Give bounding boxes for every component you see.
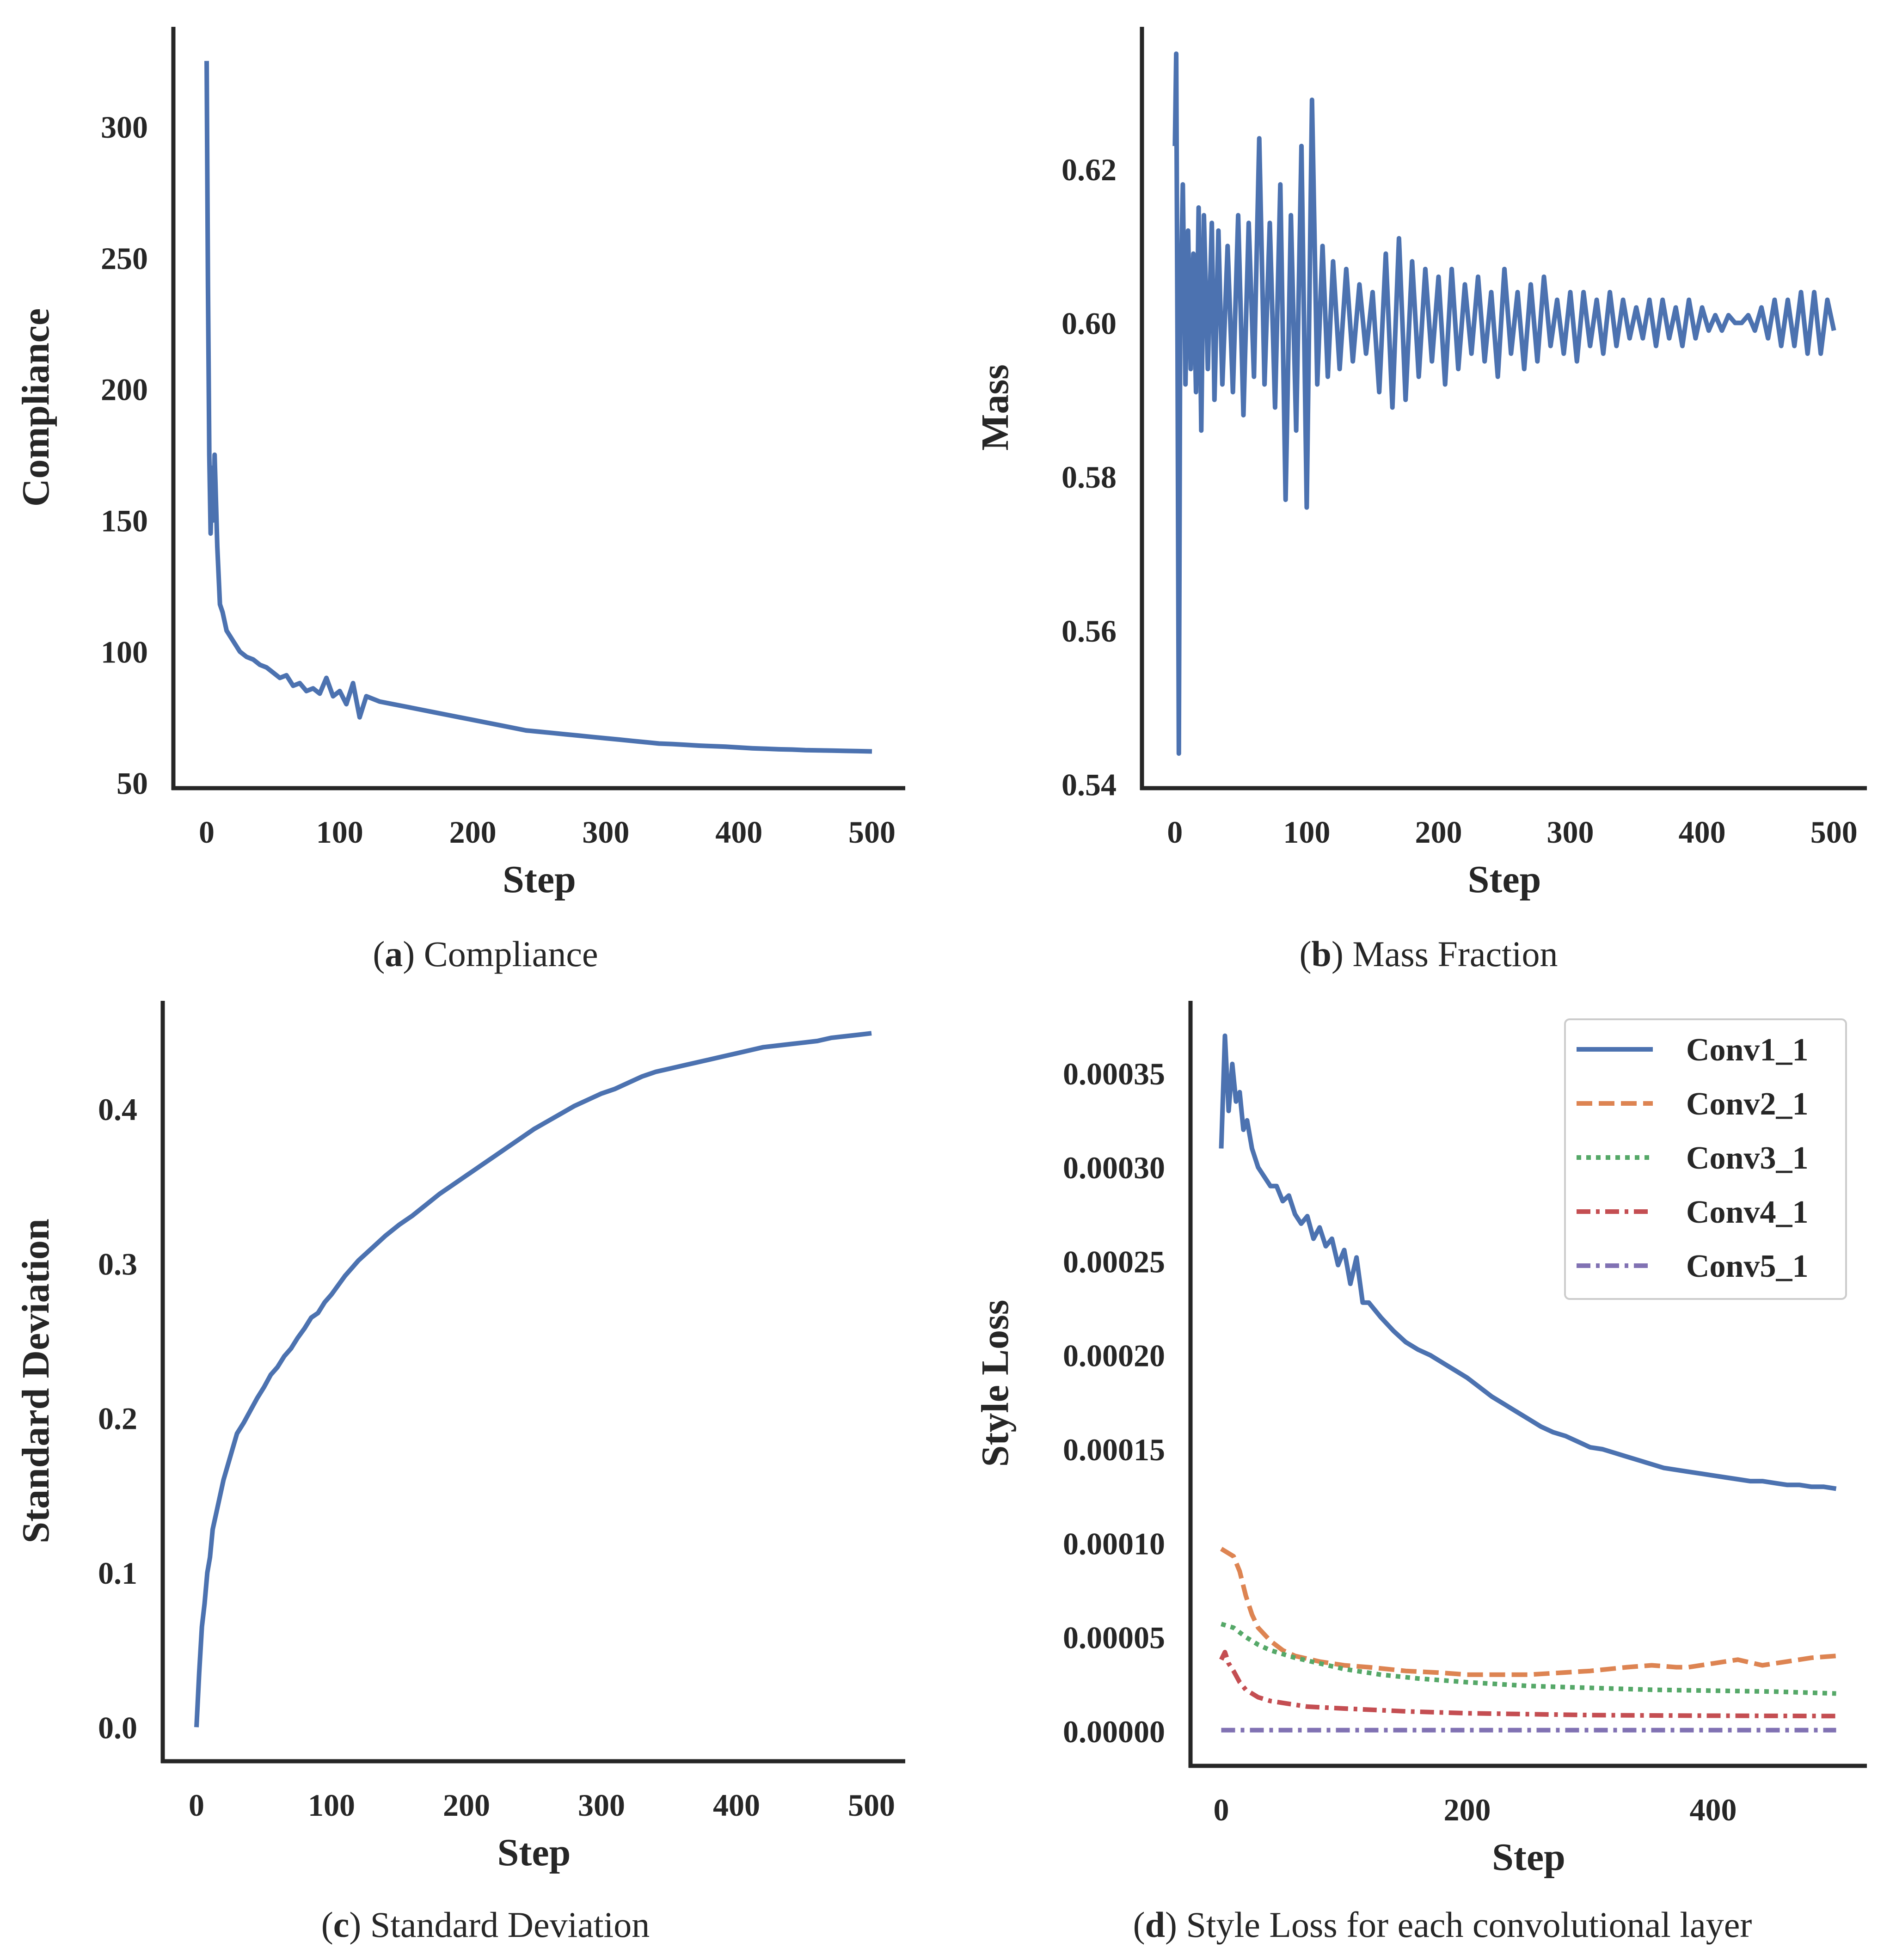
y-tick-label: 0.60 [1062,306,1117,341]
y-tick-label: 0.0 [98,1710,137,1745]
y-tick-label: 0.00015 [1063,1432,1165,1467]
y-tick-label: 0.00025 [1063,1244,1165,1279]
x-tick-label: 400 [715,815,762,850]
subfigure-caption: (c) Standard Deviation [321,1905,650,1945]
x-tick-label: 500 [848,1788,895,1823]
legend: Conv1_1 Conv2_1 Conv3_1 Conv4_1 Conv5_1 [1564,1018,1847,1300]
chart-panel-b: 0 100 200 300 400 500 0.54 0.56 0.58 0.60 0.62 Step… [974,27,1867,974]
y-tick-label: 0.56 [1062,613,1117,649]
y-tick-label: 100 [101,635,148,670]
legend-label: Conv4_1 [1686,1194,1808,1230]
x-tick-label: 400 [1690,1792,1737,1827]
x-tick-label: 100 [308,1788,355,1823]
chart-panel-a: 0 100 200 300 400 50050100150200250300StepCom… [14,27,905,974]
y-tick-label: 0.62 [1062,152,1117,187]
x-tick-label: 200 [1444,1792,1491,1827]
x-tick-label: 200 [449,815,497,850]
y-tick-label: 0.4 [98,1092,137,1127]
y-axis-label: Compliance [14,308,57,507]
subfigure-caption: (d) Style Loss for each convolutional la… [1133,1905,1752,1945]
series-line-conv1-1 [1219,1033,1837,1491]
series-line-mass [1172,51,1836,756]
legend-label: Conv1_1 [1686,1032,1808,1068]
legend-label: Conv5_1 [1686,1249,1808,1284]
y-tick-label: 0.58 [1062,459,1117,495]
y-tick-label: 0.00000 [1063,1714,1165,1749]
y-axis-label: Style Loss [974,1300,1017,1467]
x-axis-label: Step [1468,858,1541,901]
x-tick-label: 0 [189,1788,204,1823]
y-tick-label: 200 [101,372,148,407]
y-tick-label: 250 [101,241,148,276]
x-tick-label: 400 [1679,815,1726,850]
legend-frame [1564,1018,1847,1300]
chart-panel-c: 0 100 200 300 400 500 0.0 0.1 0.2 0.3 0.4 Step Stand… [14,1001,905,1945]
x-axis-label: Step [1492,1836,1565,1879]
x-tick-label: 100 [1283,815,1330,850]
series-line-standard-deviation [194,1031,872,1727]
y-tick-label: 0.00020 [1063,1338,1165,1373]
x-tick-label: 200 [1415,815,1462,850]
y-tick-label: 0.3 [98,1246,137,1281]
y-axis-label: Standard Deviation [14,1219,57,1543]
legend-label: Conv3_1 [1686,1140,1808,1176]
x-tick-label: 0 [1167,815,1183,850]
series-line-conv4-1 [1219,1650,1836,1719]
x-tick-label: 500 [1810,815,1858,850]
series-line-compliance [204,61,872,754]
x-tick-label: 0 [199,815,215,850]
x-tick-label: 100 [316,815,363,850]
y-tick-label: 150 [101,503,148,539]
y-tick-label: 0.00035 [1063,1056,1165,1091]
x-axis-label: Step [503,858,576,901]
x-tick-label: 300 [1547,815,1594,850]
x-tick-label: 0 [1214,1792,1229,1827]
subfigure-caption: (a) Compliance [373,934,598,974]
y-tick-label: 0.54 [1062,767,1117,802]
y-tick-label: 0.00030 [1063,1150,1165,1185]
y-tick-label: 50 [117,766,148,801]
chart-panel-d: 0 200 400 0.00000 0.00005 0.00010 0.00015 0.000… [974,1001,1867,1945]
x-tick-label: 400 [713,1788,760,1823]
legend-label: Conv2_1 [1686,1086,1808,1122]
x-tick-label: 200 [443,1788,490,1823]
y-tick-label: 0.2 [98,1401,137,1436]
y-tick-label: 0.00005 [1063,1620,1165,1655]
y-axis-label: Mass [974,364,1017,451]
x-tick-label: 300 [582,815,629,850]
y-tick-label: 0.00010 [1063,1526,1165,1561]
subfigure-caption: (b) Mass Fraction [1300,934,1558,974]
x-tick-label: 300 [578,1788,625,1823]
x-tick-label: 500 [848,815,896,850]
series-line-conv2-1 [1220,1547,1836,1677]
y-tick-label: 300 [101,110,148,145]
y-tick-label: 0.1 [98,1556,137,1591]
x-axis-label: Step [497,1831,571,1874]
